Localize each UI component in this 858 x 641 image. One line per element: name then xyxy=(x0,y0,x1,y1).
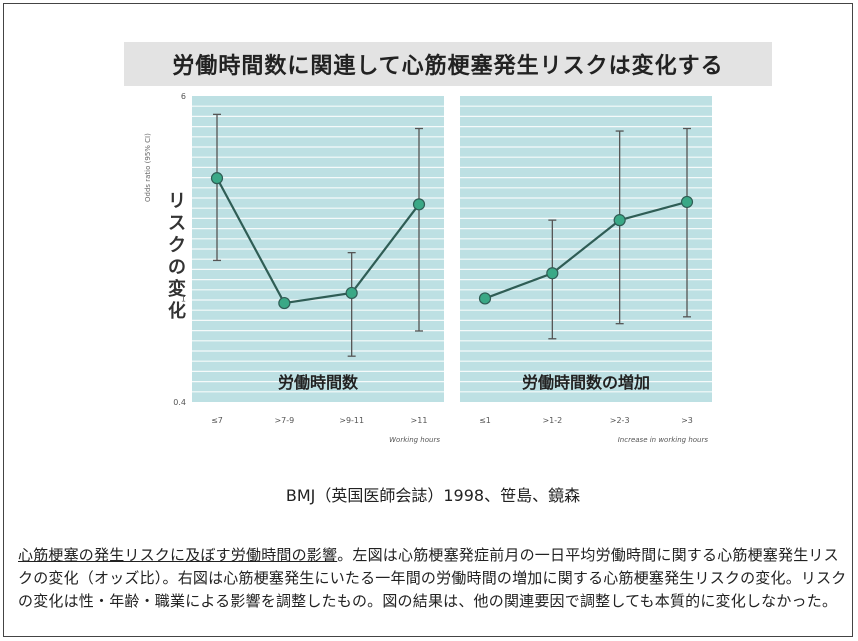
x-axis-label: Increase in working hours xyxy=(618,436,709,444)
y-tick-label: 6 xyxy=(181,92,186,101)
x-tick-label: >11 xyxy=(411,416,428,425)
data-point xyxy=(546,267,559,280)
y-tick-label: 1 xyxy=(181,294,186,303)
caption-rest: 。左図は心筋梗塞発症前月の一日平均労働時間に関する心筋梗塞発生リスクの変化（オッ… xyxy=(18,546,847,610)
series-line xyxy=(216,177,420,305)
data-point xyxy=(278,296,291,310)
x-tick-label: >2-3 xyxy=(610,416,630,425)
data-point xyxy=(680,195,694,209)
citation: BMJ（英国医師会誌）1998、笹島、鏡森 xyxy=(285,486,581,505)
data-point xyxy=(478,292,492,305)
series-line xyxy=(484,200,688,300)
slide-title: 労働時間数に関連して心筋梗塞発生リスクは変化する xyxy=(124,42,772,86)
data-point xyxy=(210,172,224,185)
x-tick-label: >3 xyxy=(681,416,693,425)
data-point xyxy=(412,198,426,211)
x-tick-label: >9-11 xyxy=(339,416,364,425)
x-tick-label: >1-2 xyxy=(542,416,562,425)
x-tick-label: ≤7 xyxy=(211,416,223,425)
data-point xyxy=(345,286,358,300)
y-tick-label: 0.4 xyxy=(173,398,186,407)
x-tick-label: >7-9 xyxy=(274,416,294,425)
caption-underlined: 心筋梗塞の発生リスクに及ぼす労働時間の影響 xyxy=(18,546,338,564)
caption: 心筋梗塞の発生リスクに及ぼす労働時間の影響。左図は心筋梗塞発症前月の一日平均労働… xyxy=(18,544,848,613)
panel-title: 労働時間数 xyxy=(278,373,359,392)
data-point xyxy=(613,214,626,227)
y-axis-title: リスクの変化 xyxy=(168,191,186,322)
x-axis-label: Working hours xyxy=(389,436,440,444)
x-tick-label: ≤1 xyxy=(479,416,491,425)
panel-title: 労働時間数の増加 xyxy=(522,373,650,392)
